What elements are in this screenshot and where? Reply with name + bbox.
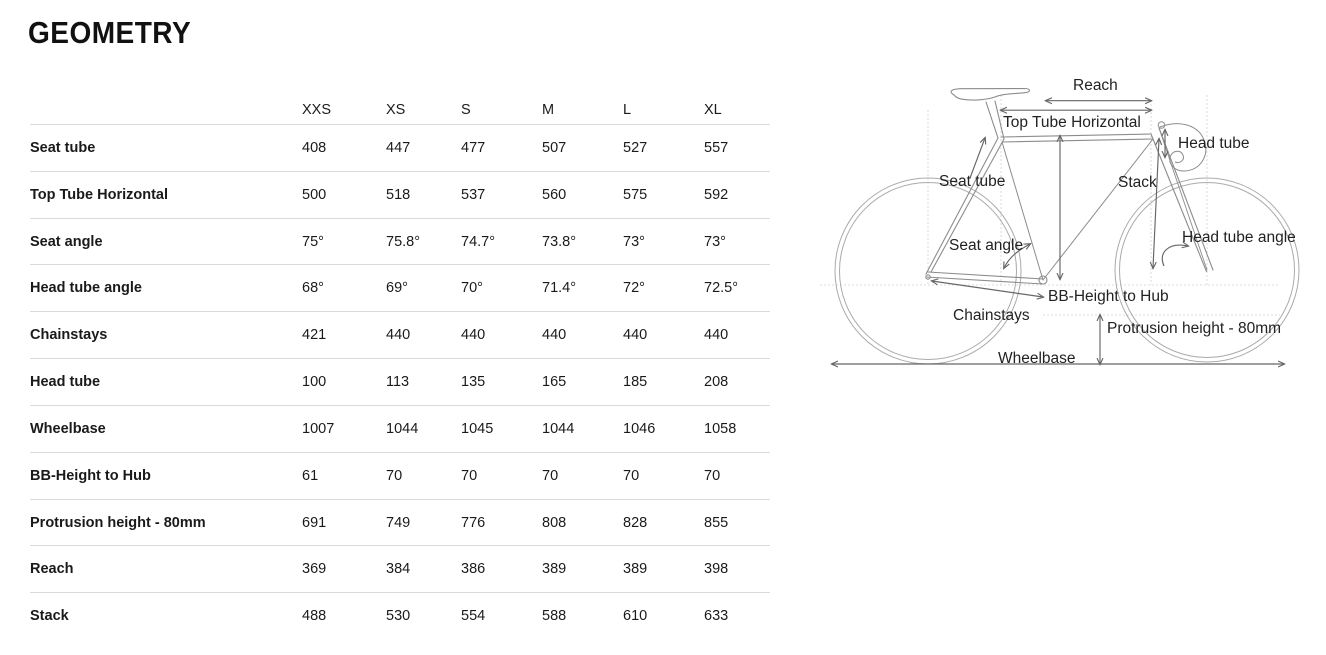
svg-text:Reach: Reach: [1073, 77, 1118, 94]
svg-text:Top Tube Horizontal: Top Tube Horizontal: [1003, 114, 1141, 131]
svg-text:BB-Height to Hub: BB-Height to Hub: [1048, 288, 1169, 305]
svg-text:Head tube angle: Head tube angle: [1182, 229, 1296, 246]
svg-text:Seat tube: Seat tube: [939, 173, 1005, 190]
svg-text:Seat angle: Seat angle: [949, 237, 1023, 254]
svg-text:Wheelbase: Wheelbase: [998, 350, 1076, 367]
svg-text:Protrusion height - 80mm: Protrusion height - 80mm: [1107, 320, 1281, 337]
svg-text:Head tube: Head tube: [1178, 135, 1250, 152]
svg-text:Stack: Stack: [1118, 174, 1157, 191]
svg-text:Chainstays: Chainstays: [953, 307, 1030, 324]
